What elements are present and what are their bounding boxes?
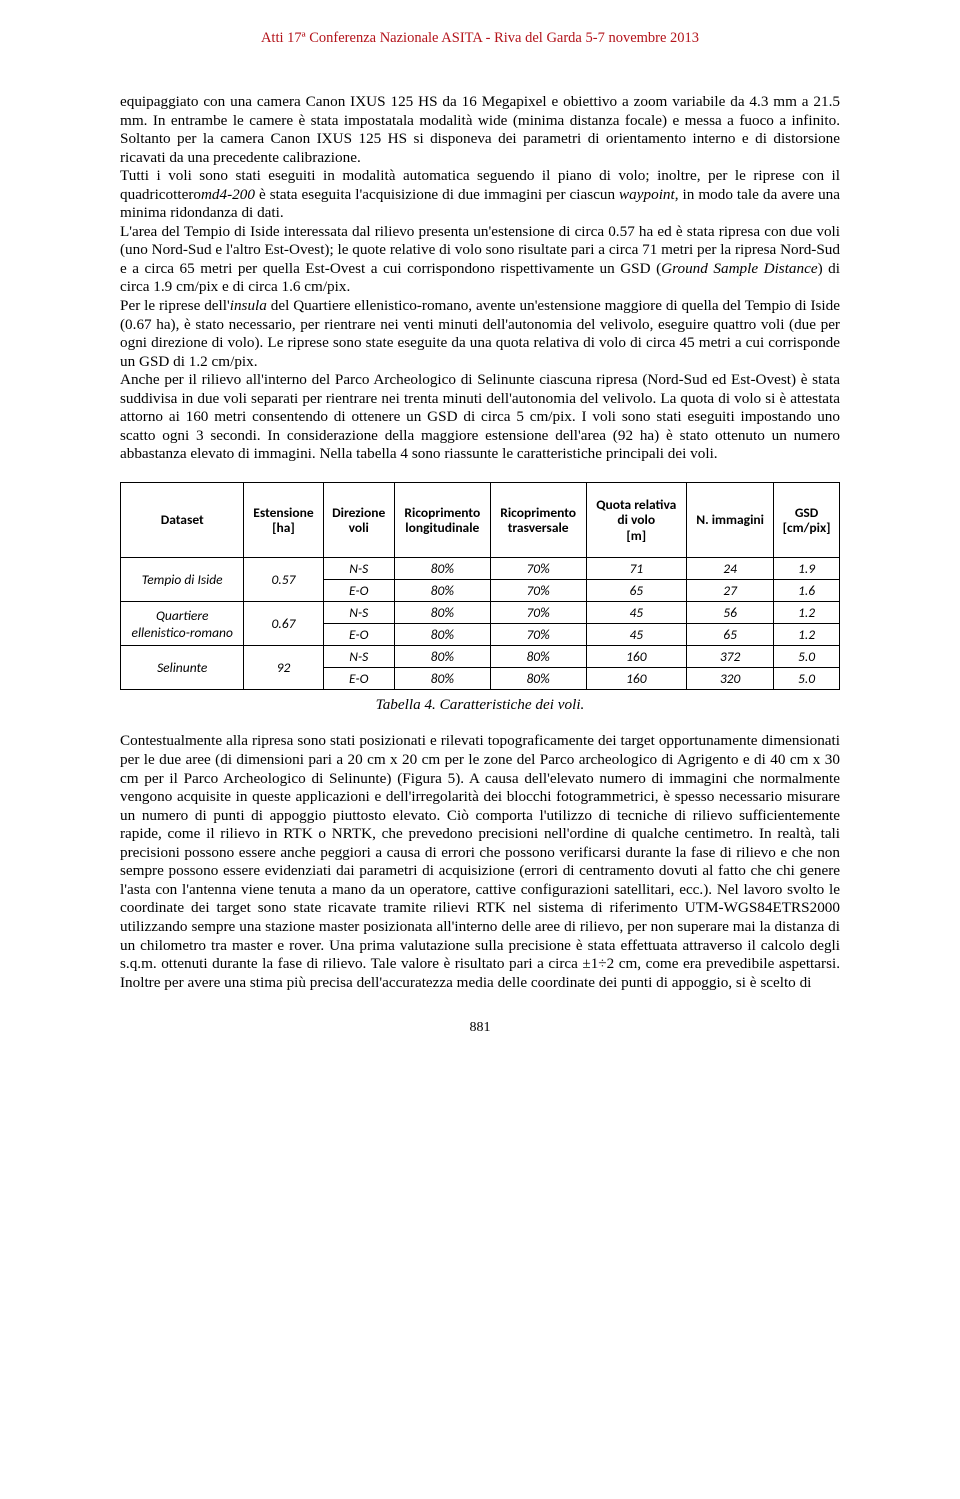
- cell-n-immagini: 65: [687, 624, 774, 646]
- paragraph-1: equipaggiato con una camera Canon IXUS 1…: [120, 93, 840, 464]
- cell-quota: 71: [586, 558, 686, 580]
- cell-n-immagini: 27: [687, 580, 774, 602]
- p2b: è stata eseguita l'acquisizione di due i…: [255, 186, 619, 203]
- p4-italic-1: insula: [230, 297, 267, 314]
- p2-italic-1: md4-200: [201, 186, 255, 203]
- p3-italic-1: Ground Sample Distance: [661, 260, 817, 277]
- p1-text: equipaggiato con una camera Canon IXUS 1…: [120, 93, 840, 166]
- cell-direzione: E-O: [323, 580, 394, 602]
- col-n-immagini: N. immagini: [687, 482, 774, 558]
- cell-direzione: E-O: [323, 624, 394, 646]
- cell-ric-trasv: 70%: [490, 624, 586, 646]
- table-header-row: Dataset Estensione[ha] Direzionevoli Ric…: [121, 482, 840, 558]
- cell-quota: 45: [586, 602, 686, 624]
- col-direzione: Direzionevoli: [323, 482, 394, 558]
- cell-ric-long: 80%: [394, 602, 490, 624]
- table-caption: Tabella 4. Caratteristiche dei voli.: [120, 696, 840, 714]
- cell-ric-long: 80%: [394, 624, 490, 646]
- table-head: Dataset Estensione[ha] Direzionevoli Ric…: [121, 482, 840, 558]
- cell-ric-long: 80%: [394, 646, 490, 668]
- cell-ric-trasv: 70%: [490, 580, 586, 602]
- col-dataset: Dataset: [121, 482, 244, 558]
- cell-n-immagini: 320: [687, 668, 774, 690]
- cell-gsd: 5.0: [774, 646, 840, 668]
- p5: Anche per il rilievo all'interno del Par…: [120, 371, 840, 462]
- cell-ric-long: 80%: [394, 668, 490, 690]
- cell-gsd: 1.9: [774, 558, 840, 580]
- col-gsd: GSD[cm/pix]: [774, 482, 840, 558]
- cell-direzione: N-S: [323, 558, 394, 580]
- cell-n-immagini: 372: [687, 646, 774, 668]
- cell-gsd: 1.2: [774, 602, 840, 624]
- cell-dataset: Tempio di Iside: [121, 558, 244, 602]
- paragraph-6: Contestualmente alla ripresa sono stati …: [120, 732, 840, 992]
- cell-dataset: Selinunte: [121, 646, 244, 690]
- cell-ric-trasv: 80%: [490, 668, 586, 690]
- cell-estensione: 0.67: [244, 602, 323, 646]
- p2-italic-2: waypoint: [619, 186, 675, 203]
- page: Atti 17ª Conferenza Nazionale ASITA - Ri…: [60, 0, 900, 1056]
- cell-gsd: 5.0: [774, 668, 840, 690]
- cell-estensione: 0.57: [244, 558, 323, 602]
- cell-gsd: 1.6: [774, 580, 840, 602]
- cell-ric-long: 80%: [394, 558, 490, 580]
- col-ric-trasv: Ricoprimentotrasversale: [490, 482, 586, 558]
- cell-quota: 45: [586, 624, 686, 646]
- cell-n-immagini: 24: [687, 558, 774, 580]
- cell-estensione: 92: [244, 646, 323, 690]
- cell-quota: 160: [586, 668, 686, 690]
- cell-ric-trasv: 70%: [490, 558, 586, 580]
- cell-n-immagini: 56: [687, 602, 774, 624]
- running-header: Atti 17ª Conferenza Nazionale ASITA - Ri…: [120, 30, 840, 47]
- table-row: Selinunte92N-S80%80%1603725.0: [121, 646, 840, 668]
- table-body: Tempio di Iside0.57N-S80%70%71241.9E-O80…: [121, 558, 840, 690]
- cell-direzione: N-S: [323, 646, 394, 668]
- cell-quota: 65: [586, 580, 686, 602]
- cell-ric-trasv: 80%: [490, 646, 586, 668]
- col-estensione: Estensione[ha]: [244, 482, 323, 558]
- cell-direzione: E-O: [323, 668, 394, 690]
- cell-ric-trasv: 70%: [490, 602, 586, 624]
- table-row: Tempio di Iside0.57N-S80%70%71241.9: [121, 558, 840, 580]
- p4a: Per le riprese dell': [120, 297, 230, 314]
- page-number: 881: [120, 1020, 840, 1036]
- table-flight-characteristics: Dataset Estensione[ha] Direzionevoli Ric…: [120, 482, 840, 691]
- cell-ric-long: 80%: [394, 580, 490, 602]
- col-quota: Quota relativadi volo[m]: [586, 482, 686, 558]
- cell-direzione: N-S: [323, 602, 394, 624]
- cell-gsd: 1.2: [774, 624, 840, 646]
- table-row: Quartiereellenistico-romano0.67N-S80%70%…: [121, 602, 840, 624]
- col-ric-long: Ricoprimentolongitudinale: [394, 482, 490, 558]
- cell-quota: 160: [586, 646, 686, 668]
- cell-dataset: Quartiereellenistico-romano: [121, 602, 244, 646]
